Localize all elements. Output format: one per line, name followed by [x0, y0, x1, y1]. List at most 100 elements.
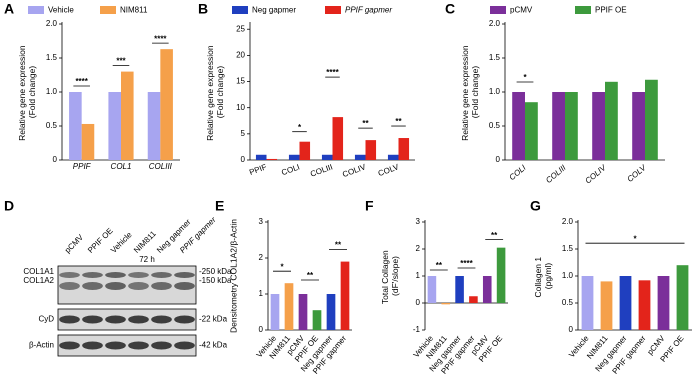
y-tick-label: 0.5 — [562, 298, 574, 307]
blot-band — [128, 341, 149, 350]
blot-band — [128, 315, 149, 324]
blot-band — [174, 341, 195, 350]
bar — [270, 294, 280, 330]
y-tick-label: 0 — [241, 155, 246, 164]
bar — [160, 49, 173, 160]
bar — [108, 92, 121, 160]
bar — [354, 154, 366, 160]
panel-letter: D — [4, 198, 14, 214]
y-axis-label-line: (Fold change) — [27, 66, 37, 119]
y-tick-label: 2 — [416, 244, 421, 253]
y-axis-label-line: (Fold change) — [470, 66, 480, 119]
bar — [469, 296, 478, 303]
y-axis-label: Relative gene expression (Fold change) — [17, 43, 37, 141]
y-tick-label: 2 — [259, 253, 264, 262]
y-tick-label: 1 — [416, 271, 421, 280]
time-label: 72 h — [139, 255, 155, 264]
x-tick-label: COLIII — [544, 163, 568, 185]
y-axis-label: Densitometry COL1A2/β-Actin — [228, 219, 238, 333]
bar — [266, 158, 278, 160]
y-tick-label: 2.0 — [562, 217, 574, 226]
bar — [326, 294, 336, 330]
legend-label: pCMV — [510, 6, 533, 15]
y-axis-label: Total Collagen (dF'/slope) — [380, 248, 400, 304]
significance-label: ** — [395, 117, 402, 126]
blot-band — [82, 315, 103, 324]
y-tick-label: 1.0 — [562, 271, 574, 280]
bar — [312, 310, 322, 330]
significance-label: **** — [326, 68, 339, 77]
blot-box — [57, 308, 197, 331]
bar — [340, 261, 350, 330]
x-tick-label: COLIII — [149, 162, 173, 171]
legend-label: PPIF gapmer — [345, 6, 392, 15]
y-tick-label: 1.0 — [46, 87, 58, 96]
y-tick-label: 1.5 — [489, 53, 501, 62]
bar — [288, 154, 300, 160]
bar — [676, 265, 689, 330]
significance-label: * — [633, 234, 637, 243]
blot-box — [57, 265, 197, 305]
bar — [321, 154, 333, 160]
bar — [619, 276, 632, 330]
bar — [605, 81, 618, 160]
y-axis-label: Relative gene expression (Fold change) — [460, 43, 480, 141]
y-tick-label: 3 — [259, 217, 264, 226]
bar — [600, 281, 613, 330]
legend-swatch — [325, 6, 341, 14]
y-tick-label: 0 — [416, 298, 421, 307]
x-tick-label: COLV — [626, 163, 649, 184]
blot-band — [174, 282, 195, 290]
significance-label: * — [298, 123, 302, 132]
blot-band — [59, 272, 80, 278]
significance-label: **** — [460, 259, 473, 268]
y-axis-label-line: Collagen 1 — [533, 254, 543, 297]
marker-label: -22 kDa — [199, 315, 228, 324]
blot-band — [105, 341, 126, 350]
y-tick-label: 0 — [259, 325, 264, 334]
bar — [645, 79, 658, 160]
legend-swatch — [100, 6, 116, 14]
lane-label: pCMV — [63, 232, 86, 255]
significance-label: **** — [154, 34, 167, 43]
marker-label: -250 kDa — [199, 267, 232, 276]
y-tick-label: 15 — [236, 77, 245, 86]
x-tick-label: PPIF — [248, 162, 268, 177]
bar — [632, 92, 645, 160]
bar — [255, 154, 267, 160]
y-axis-label: Relative gene expression (Fold change) — [205, 43, 225, 141]
x-tick-label: COLV — [377, 162, 401, 178]
bar — [581, 276, 594, 330]
y-tick-label: 0 — [496, 155, 501, 164]
y-tick-label: 20 — [236, 50, 245, 59]
bar — [496, 247, 506, 303]
blot-band — [59, 315, 80, 324]
lane-label: NIM811 — [132, 229, 158, 255]
blot-band — [82, 341, 103, 350]
blot-band — [174, 272, 195, 278]
blot-band — [105, 272, 126, 278]
bar — [592, 92, 605, 160]
y-tick-label: 1.5 — [46, 53, 58, 62]
bar — [284, 283, 294, 330]
bar — [512, 92, 525, 160]
bar — [398, 138, 410, 160]
blot-box — [57, 334, 197, 357]
legend-swatch — [575, 6, 591, 14]
x-tick-label: COL1 — [111, 162, 132, 171]
significance-label: **** — [75, 77, 88, 86]
y-tick-label: 3 — [416, 217, 421, 226]
bar — [552, 92, 565, 160]
row-label: CyD — [38, 315, 54, 324]
blot-band — [82, 282, 103, 290]
y-tick-label: 5 — [241, 129, 246, 138]
y-tick-label: 10 — [236, 103, 245, 112]
bar — [81, 123, 95, 160]
bar — [525, 102, 538, 160]
bar — [482, 276, 492, 303]
x-tick-label: COLI — [508, 163, 529, 182]
blot-band — [151, 272, 172, 278]
y-tick-label: 0.5 — [46, 121, 58, 130]
legend-swatch — [28, 6, 44, 14]
